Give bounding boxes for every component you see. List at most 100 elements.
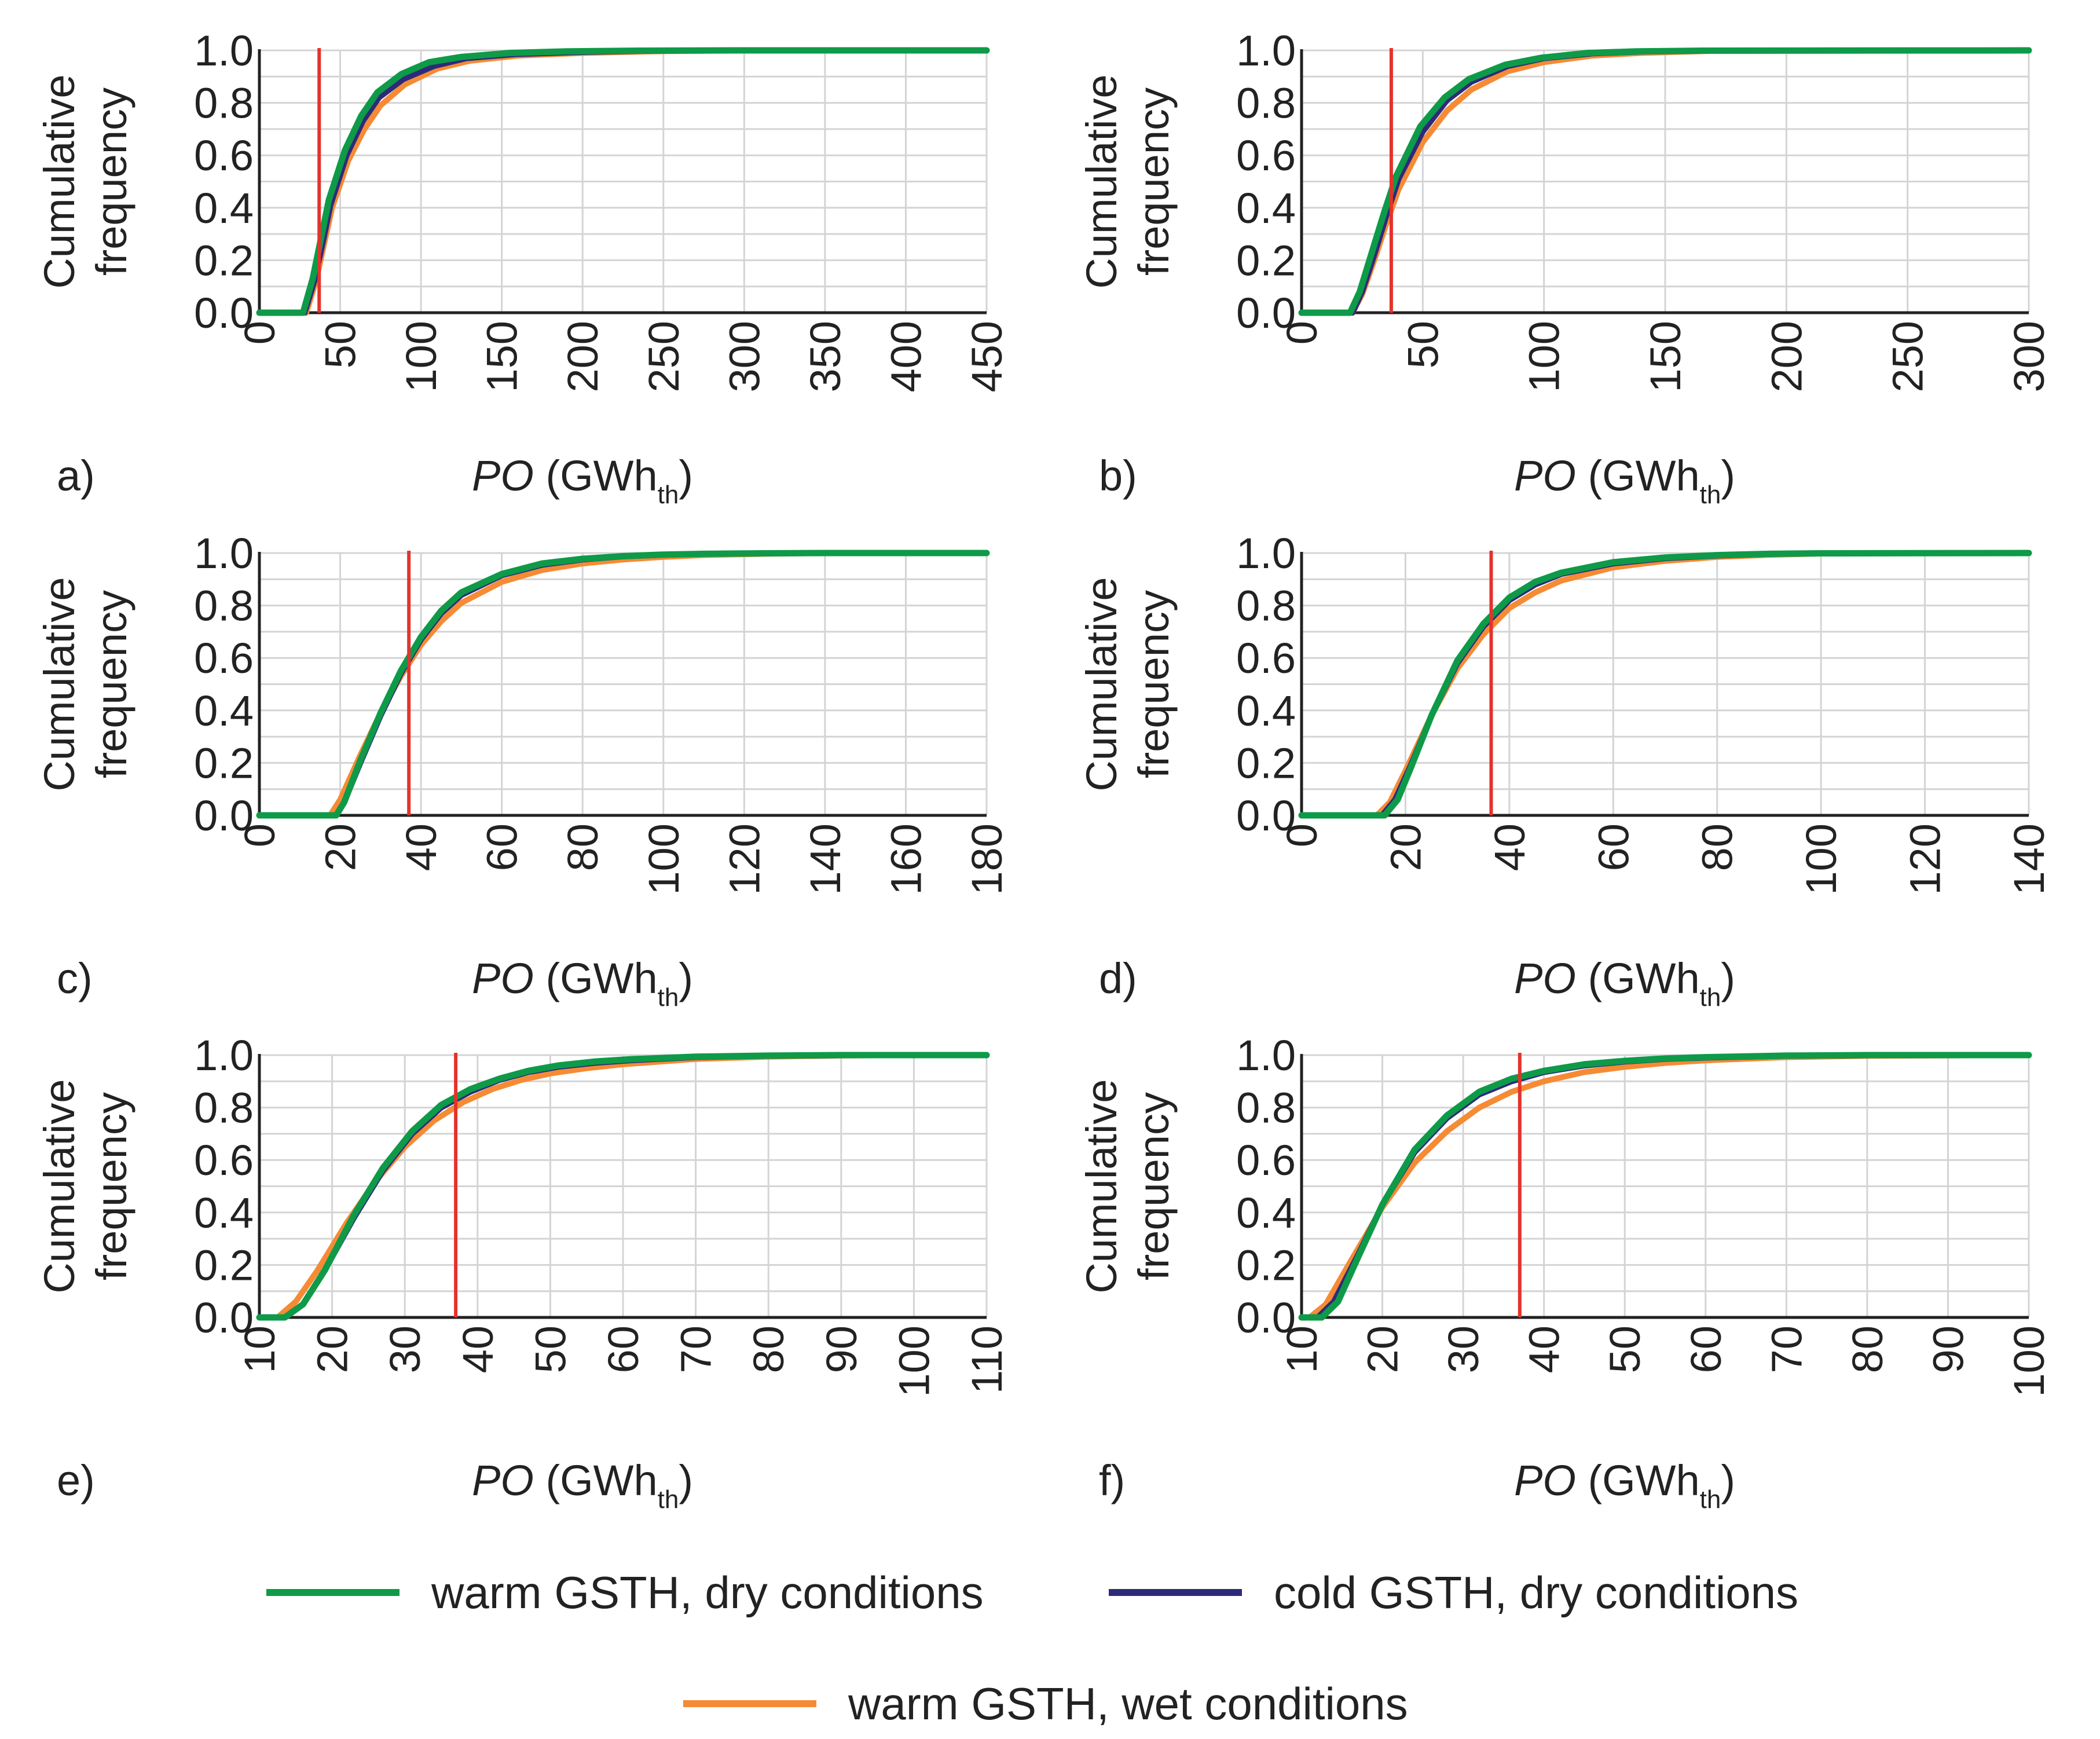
y-axis-label-line2: frequency — [87, 1092, 135, 1280]
x-tick-label: 80 — [745, 1326, 793, 1373]
y-tick-label: 1.0 — [194, 1031, 254, 1079]
y-tick-label: 0.4 — [1236, 1189, 1296, 1237]
y-axis-label-line2: frequency — [1130, 87, 1178, 276]
y-tick-label: 0.8 — [194, 1084, 254, 1132]
x-tick-label: 20 — [317, 823, 365, 871]
chart-panel: 0.0 0.20.4 0.60.8 1.0 0 20 40 60 80 100 120 140 160 1… — [35, 529, 1011, 1012]
x-tick-label: 100 — [1520, 321, 1568, 392]
y-tick-label: 0.0 — [1236, 1294, 1296, 1342]
panel-label: c) — [57, 954, 93, 1002]
y-axis-label-line1: Cumulative — [35, 74, 83, 288]
x-tick-label: 100 — [2005, 1326, 2053, 1397]
y-tick-label: 1.0 — [194, 529, 254, 577]
x-tick-label: 120 — [1901, 823, 1949, 895]
y-axis-label-line1: Cumulative — [1078, 74, 1126, 288]
series-line-warm-dry — [1298, 1052, 2032, 1321]
y-tick-label: 0.2 — [1236, 1241, 1296, 1289]
chart-panel: 0.0 0.20.4 0.60.8 1.0 10 20 30 40 50 60 70 80 90 100 C… — [1078, 1031, 2053, 1514]
x-tick-label: 100 — [640, 823, 688, 895]
y-tick-label: 0.8 — [1236, 79, 1296, 127]
x-tick-label: 20 — [309, 1326, 357, 1373]
x-tick-label: 110 — [963, 1326, 1011, 1394]
x-tick-label: 0 — [236, 321, 284, 345]
series-line-warm-dry — [256, 550, 990, 819]
x-tick-label: 80 — [1844, 1326, 1892, 1373]
x-tick-label: 140 — [2005, 823, 2053, 895]
legend-label-cold-dry: cold GSTH, dry conditions — [1274, 1567, 1798, 1618]
x-tick-label: 300 — [2005, 321, 2053, 392]
x-tick-label: 250 — [1884, 321, 1932, 392]
x-tick-label: 30 — [1439, 1326, 1487, 1373]
y-axis-label-line1: Cumulative — [1078, 1079, 1126, 1293]
x-tick-label: 0 — [1278, 321, 1326, 345]
y-tick-label: 0.6 — [1236, 131, 1296, 180]
x-tick-label: 450 — [963, 321, 1011, 392]
x-tick-label: 80 — [559, 823, 607, 871]
legend-label-warm-wet: warm GSTH, wet conditions — [848, 1678, 1408, 1729]
y-tick-label: 1.0 — [1236, 529, 1296, 577]
chart-panel: 0.0 0.20.40.60.81.0 0 50 100 150 200 250 300 350 4… — [35, 27, 1011, 509]
x-tick-label: 0 — [1278, 823, 1326, 847]
y-tick-label: 0.0 — [194, 792, 254, 840]
y-tick-label: 0.0 — [1236, 792, 1296, 840]
x-tick-label: 0 — [236, 823, 284, 847]
x-tick-label: 350 — [801, 321, 849, 392]
x-tick-label: 60 — [478, 823, 526, 871]
chart-panel: 0.0 0.20.40.60.81.0 0 50 100 150 200 250 300 Cumu… — [1078, 27, 2053, 509]
x-tick-label: 180 — [963, 823, 1011, 895]
series-line-warm-dry — [256, 1052, 990, 1321]
x-tick-label: 200 — [1762, 321, 1811, 392]
x-tick-label: 250 — [640, 321, 688, 392]
panel-label: a) — [57, 452, 95, 500]
legend: warm GSTH, dry conditions cold GSTH, dry… — [266, 1567, 1798, 1729]
x-tick-label: 150 — [1641, 321, 1689, 392]
x-tick-label: 20 — [1359, 1326, 1407, 1373]
panels: 0.00.20.40.60.81.00 50 100 150 200 250 300 350 4… — [35, 27, 2053, 1514]
y-tick-label: 0.2 — [1236, 739, 1296, 787]
y-tick-label: 0.8 — [194, 79, 254, 127]
x-axis-label: PO (GWhth) — [1514, 1456, 1735, 1514]
y-tick-label: 1.0 — [1236, 27, 1296, 75]
x-tick-label: 90 — [818, 1326, 866, 1373]
x-tick-label: 40 — [454, 1326, 502, 1373]
x-tick-label: 40 — [397, 823, 445, 871]
y-tick-label: 0.4 — [1236, 687, 1296, 735]
y-axis-label-line1: Cumulative — [1078, 577, 1126, 791]
y-tick-label: 0.4 — [194, 1189, 254, 1237]
y-tick-label: 0.8 — [194, 582, 254, 630]
y-axis-label-line2: frequency — [87, 87, 135, 276]
x-tick-label: 60 — [599, 1326, 647, 1373]
y-tick-label: 0.4 — [194, 687, 254, 735]
x-tick-label: 200 — [559, 321, 607, 392]
x-tick-label: 100 — [1797, 823, 1845, 895]
series-line-warm-dry — [256, 47, 990, 316]
y-tick-label: 0.6 — [194, 634, 254, 682]
y-tick-label: 0.0 — [194, 1294, 254, 1342]
panel-label: f) — [1099, 1456, 1125, 1504]
panel-label: b) — [1099, 452, 1137, 500]
x-tick-label: 50 — [1601, 1326, 1649, 1373]
x-tick-label: 140 — [801, 823, 849, 895]
x-tick-label: 70 — [672, 1326, 720, 1373]
series-line-warm-dry — [1298, 550, 2032, 819]
panel-label: e) — [57, 1456, 95, 1504]
x-tick-label: 30 — [381, 1326, 429, 1373]
y-axis-label-line1: Cumulative — [35, 577, 83, 791]
y-tick-label: 0.4 — [1236, 184, 1296, 232]
y-tick-label: 0.0 — [194, 289, 254, 337]
chart-panel: 0.0 0.20.4 0.60.8 1.0 0 20 40 60 80 100 120 140 Cumu… — [1078, 529, 2053, 1012]
x-tick-label: 40 — [1486, 823, 1534, 871]
y-axis-label-line2: frequency — [87, 590, 135, 778]
x-tick-label: 100 — [397, 321, 445, 392]
y-tick-label: 0.4 — [194, 184, 254, 232]
x-tick-label: 300 — [720, 321, 768, 392]
y-tick-label: 0.2 — [1236, 236, 1296, 284]
x-tick-label: 100 — [890, 1326, 938, 1397]
x-tick-label: 60 — [1682, 1326, 1730, 1373]
x-tick-label: 60 — [1589, 823, 1637, 871]
y-tick-label: 0.8 — [1236, 1084, 1296, 1132]
x-tick-label: 10 — [1278, 1326, 1326, 1373]
x-tick-label: 120 — [720, 823, 768, 895]
x-tick-label: 40 — [1520, 1326, 1568, 1373]
